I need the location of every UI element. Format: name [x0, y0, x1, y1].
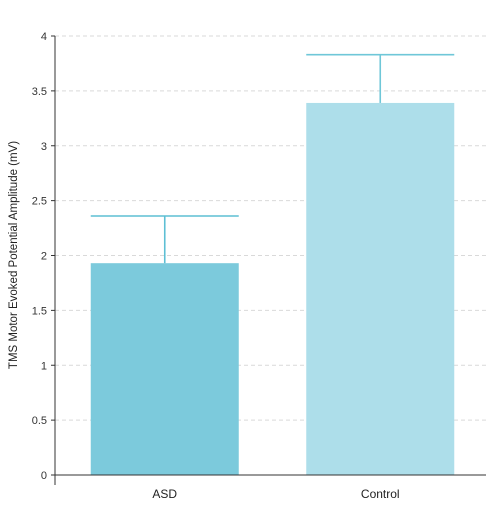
- y-tick-label: 0: [41, 470, 47, 482]
- y-tick-label: 3: [41, 141, 47, 153]
- y-tick-label: 0.5: [32, 415, 47, 427]
- y-tick-label: 2.5: [32, 196, 47, 208]
- y-tick-label: 3.5: [32, 86, 47, 98]
- y-axis-title: TMS Motor Evoked Potential Amplitude (mV…: [8, 141, 20, 369]
- x-category-label: Control: [361, 487, 400, 501]
- y-ticks: 0 0.5 1 1.5 2 2.5 3 3.5 4: [32, 31, 55, 482]
- x-category-labels: ASD Control: [152, 487, 399, 501]
- x-category-label: ASD: [152, 487, 177, 501]
- y-tick-label: 2: [41, 251, 47, 263]
- y-tick-label: 1.5: [32, 305, 47, 317]
- bar-control: [306, 102, 455, 475]
- axes: [54, 36, 486, 485]
- bars: [90, 53, 455, 475]
- y-tick-label: 4: [41, 31, 47, 43]
- bar-asd: [90, 263, 239, 475]
- y-tick-label: 1: [41, 360, 47, 372]
